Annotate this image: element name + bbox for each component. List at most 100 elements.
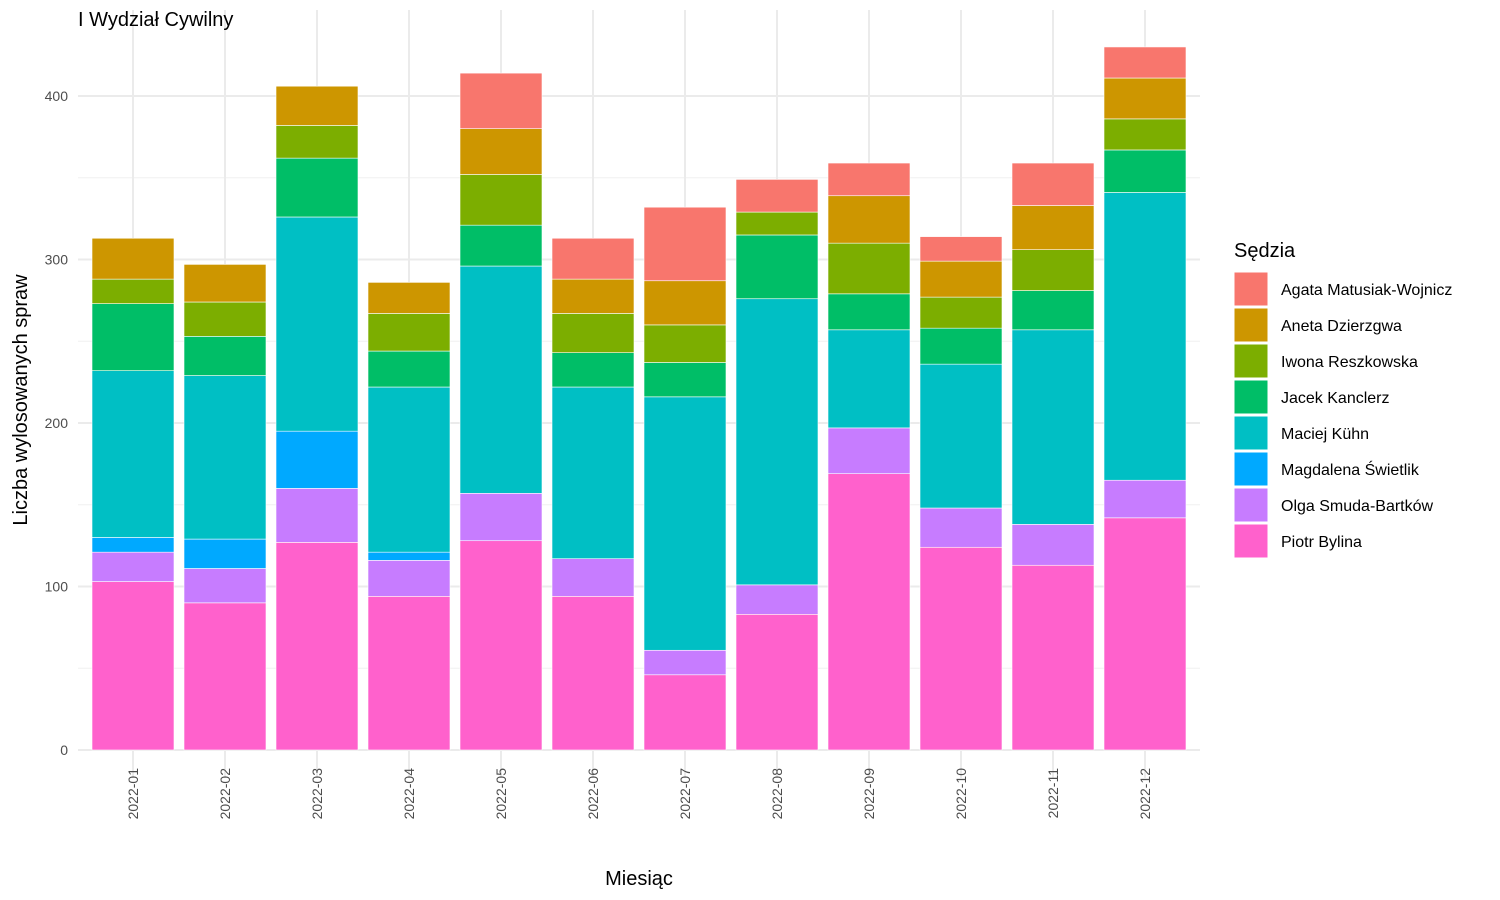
legend-key [1233,487,1269,523]
bar-segment [1103,517,1187,751]
bar-segment [183,538,267,569]
bar-segment [919,296,1003,329]
x-tick-label: 2022-12 [1137,768,1153,820]
bar-segment [643,674,727,751]
x-tick-label: 2022-05 [493,768,509,820]
bar-segment [735,234,819,300]
x-tick-label: 2022-07 [677,768,693,820]
bar-segment [275,542,359,751]
bar-segment [735,613,819,751]
bar-segment [1103,77,1187,120]
bar-segment [459,174,543,226]
bar-segment [367,560,451,597]
bar-segment [919,260,1003,298]
bar-segment [919,507,1003,548]
legend-key [1233,271,1269,307]
bar-segment [275,216,359,432]
bar-segment [827,427,911,474]
bar-segment [643,324,727,363]
bar-segment [919,546,1003,751]
bar-segment [1011,205,1095,250]
bar-segment [1103,46,1187,79]
bar-segment [827,195,911,244]
x-tick-label: 2022-11 [1045,768,1061,819]
y-tick-label: 100 [45,579,69,595]
bar-segment [551,278,635,314]
legend: Sędzia Agata Matusiak-Wojnicz Aneta Dzier… [1233,240,1452,559]
bar-segment [551,237,635,280]
legend-label: Iwona Reszkowska [1281,354,1418,371]
bar-segment [735,179,819,213]
bar-segment [643,362,727,398]
legend-key [1233,415,1269,451]
bar-segment [275,430,359,489]
legend-label: Magdalena Świetlik [1281,460,1420,479]
bar-segment [459,493,543,542]
bar-segment [91,278,175,304]
bar-segment [183,336,267,376]
bar-segment [275,125,359,159]
bar-segment [643,280,727,326]
x-tick-label: 2022-01 [125,768,141,820]
legend-label: Jacek Kanclerz [1281,390,1390,407]
x-tick-label: 2022-10 [953,768,969,820]
y-axis-title: Liczba wylosowanych spraw [10,274,32,526]
bar-segment [1011,249,1095,291]
bar-segment [735,298,819,586]
bar-segment [551,313,635,353]
bar-segment [735,584,819,615]
bar-segment [91,581,175,751]
legend-key [1233,451,1269,487]
bar-segment [1011,162,1095,206]
x-tick-label: 2022-02 [217,768,233,820]
bar-segment [367,313,451,352]
bar-segment [183,375,267,540]
bar-segment [183,568,267,604]
bar-segment [459,128,543,175]
x-tick-label: 2022-06 [585,768,601,820]
bar-segment [1103,479,1187,519]
legend-title: Sędzia [1234,240,1296,262]
x-tick-label: 2022-03 [309,768,325,820]
bar-segment [827,473,911,751]
bar-segment [183,602,267,751]
bar-segment [91,551,175,582]
legend-label: Piotr Bylina [1281,534,1362,551]
y-tick-label: 400 [45,88,69,104]
bar-segment [367,596,451,751]
bar-segment [919,236,1003,262]
bar-segment [827,162,911,197]
bar-segment [919,363,1003,509]
y-tick-label: 300 [45,252,69,268]
bar-segment [643,396,727,651]
bar-segment [183,264,267,303]
bars [91,46,1187,751]
bar-segment [459,72,543,130]
bar-segment [275,85,359,126]
bar-segment [459,540,543,751]
bar-segment [735,211,819,236]
x-tick-label: 2022-08 [769,768,785,820]
x-tick-label: 2022-09 [861,768,877,820]
bar-segment [1103,192,1187,481]
bar-segment [367,551,451,561]
bar-segment [459,265,543,494]
bar-segment [183,301,267,337]
x-axis-title: Miesiąc [605,868,673,890]
legend-label: Aneta Dzierzgwa [1281,318,1402,335]
x-tick-label: 2022-04 [401,768,417,820]
bar-segment [643,206,727,282]
bar-segment [91,537,175,553]
bar-segment [551,352,635,388]
bar-segment [275,488,359,543]
bar-segment [91,370,175,538]
bar-segment [1103,149,1187,193]
bar-segment [1011,329,1095,525]
bar-segment [1103,118,1187,151]
legend-key [1233,523,1269,559]
bar-segment [1011,524,1095,566]
y-tick-label: 200 [45,415,69,431]
legend-label: Agata Matusiak-Wojnicz [1281,282,1452,299]
